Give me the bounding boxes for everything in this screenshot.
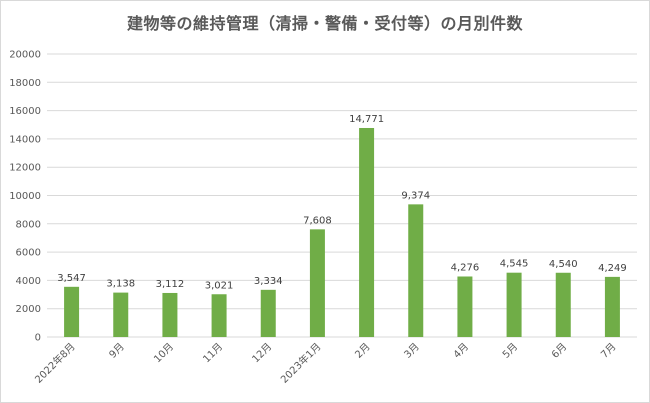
bar-2: [113, 292, 129, 337]
y-tick-label: 6000: [16, 248, 41, 259]
data-labels: 3,547 3,138 3,112 3,021 3,334 7,608 14,771 9,37…: [57, 114, 626, 291]
data-label-8: 9,374: [401, 190, 430, 201]
data-label-6: 7,608: [303, 215, 332, 226]
y-tick-label: 8000: [16, 219, 41, 230]
bar-11: [555, 272, 571, 337]
data-label-5: 3,334: [254, 276, 283, 287]
y-tick-label: 20000: [9, 50, 41, 61]
x-tick-label-4: 11月: [201, 341, 226, 366]
x-tick-label-11: 6月: [549, 341, 569, 361]
x-tick-label-3: 10月: [151, 341, 176, 366]
chart-title: 建物等の維持管理（清掃・警備・受付等）の月別件数: [126, 14, 523, 33]
y-tick-label: 16000: [9, 106, 41, 117]
data-label-3: 3,112: [156, 279, 185, 290]
data-label-10: 4,545: [500, 259, 529, 270]
x-tick-label-9: 4月: [451, 341, 471, 361]
y-tick-label: 14000: [9, 134, 41, 145]
bar-10: [506, 272, 522, 337]
bar-12: [604, 276, 620, 337]
bar-3: [162, 292, 178, 337]
x-axis-ticks: 2022年8月 9月 10月 11月 12月 2023年1月 2月 3月 4月 5月 6月 7月: [32, 340, 619, 386]
y-tick-label: 12000: [9, 163, 41, 174]
bar-5: [260, 289, 276, 337]
bar-8: [408, 204, 424, 337]
y-tick-label: 18000: [9, 78, 41, 89]
x-tick-label-10: 5月: [500, 341, 520, 361]
x-tick-label-1: 2022年8月: [32, 340, 78, 386]
y-tick-label: 2000: [16, 304, 41, 315]
y-tick-label: 4000: [16, 276, 41, 287]
bar-7: [359, 127, 375, 337]
data-label-7: 14,771: [349, 114, 384, 125]
data-label-4: 3,021: [205, 280, 234, 291]
y-tick-label: 0: [35, 333, 41, 344]
data-label-12: 4,249: [598, 263, 627, 274]
x-tick-label-2: 9月: [107, 341, 127, 361]
gridlines: [47, 53, 637, 338]
bar-9: [457, 276, 473, 337]
data-label-1: 3,547: [57, 273, 86, 284]
bar-4: [211, 294, 227, 337]
bars: [64, 127, 620, 337]
y-axis-ticks: 0 2000 4000 6000 8000 10000 12000 14000 16000 180…: [9, 50, 41, 344]
data-label-2: 3,138: [106, 279, 135, 290]
x-tick-label-6: 2023年1月: [278, 340, 324, 386]
data-label-11: 4,540: [549, 259, 578, 270]
bar-6: [309, 229, 325, 337]
bar-1: [64, 286, 80, 337]
x-tick-label-8: 3月: [402, 341, 422, 361]
data-label-9: 4,276: [451, 262, 480, 273]
x-tick-label-12: 7月: [598, 341, 618, 361]
y-tick-label: 10000: [9, 191, 41, 202]
x-tick-label-5: 12月: [250, 341, 275, 366]
x-tick-label-7: 2月: [353, 341, 373, 361]
